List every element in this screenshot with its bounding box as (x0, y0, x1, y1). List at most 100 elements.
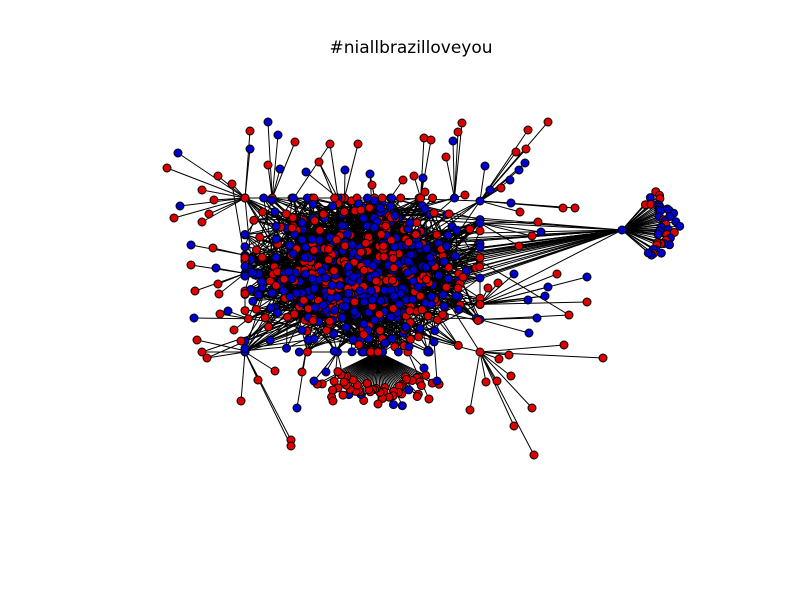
graph-node (475, 273, 485, 283)
graph-node (598, 353, 608, 363)
graph-node (337, 221, 347, 231)
graph-node (362, 378, 372, 388)
graph-node (197, 347, 207, 357)
graph-node (570, 203, 580, 213)
graph-node (297, 235, 307, 245)
graph-node (310, 216, 320, 226)
graph-node (248, 296, 258, 306)
graph-node (240, 230, 250, 239)
graph-edge (479, 286, 549, 305)
graph-edge (479, 222, 533, 237)
graph-node (349, 272, 359, 282)
graph-node (475, 262, 485, 272)
graph-node (413, 282, 423, 292)
graph-node (465, 405, 475, 415)
graph-node (297, 218, 307, 228)
graph-node (341, 322, 351, 332)
graph-node (240, 253, 250, 263)
graph-node (253, 375, 263, 385)
graph-node (514, 241, 524, 251)
graph-node (373, 347, 383, 357)
graph-edge (244, 148, 251, 199)
graph-node (344, 288, 354, 298)
graph-node (381, 221, 391, 231)
graph-node (417, 305, 427, 315)
graph-edge (479, 299, 529, 305)
graph-node (388, 304, 398, 313)
graph-edge (479, 351, 535, 456)
graph-node (287, 274, 297, 284)
graph-node (415, 324, 425, 333)
graph-node (327, 280, 337, 290)
graph-node (236, 396, 246, 406)
graph-node (208, 243, 218, 253)
graph-node (404, 342, 414, 352)
graph-node (186, 240, 196, 250)
graph-node (529, 450, 539, 460)
graph-node (190, 286, 200, 296)
graph-edge (420, 137, 425, 199)
graph-edge (469, 351, 481, 411)
graph-node (422, 275, 431, 284)
graph-node (505, 175, 515, 185)
graph-node (288, 249, 298, 259)
graph-node (457, 118, 467, 128)
graph-node (416, 193, 426, 203)
graph-node (434, 270, 444, 280)
graph-node (272, 267, 282, 277)
graph-node (253, 290, 263, 300)
graph-edge (479, 351, 512, 377)
graph-node (401, 322, 411, 332)
graph-node (415, 291, 425, 301)
graph-edge (193, 317, 249, 320)
graph-node (325, 316, 335, 326)
graph-node (375, 203, 385, 213)
graph-node (643, 248, 653, 258)
graph-node (506, 371, 516, 381)
graph-node (264, 322, 273, 332)
graph-edge (479, 200, 521, 213)
graph-edge (479, 165, 486, 202)
graph-node (442, 241, 452, 251)
graph-node (511, 147, 521, 157)
graph-node (387, 334, 397, 344)
graph-node (356, 247, 366, 257)
graph-edge (454, 131, 459, 199)
graph-node (552, 269, 562, 279)
graph-node (386, 235, 396, 245)
graph-node (290, 137, 300, 147)
graph-node (292, 403, 302, 413)
graph-node (271, 253, 281, 262)
graph-node (340, 165, 350, 175)
graph-node (300, 252, 310, 262)
graph-node (332, 292, 342, 302)
graph-node (213, 279, 223, 289)
graph-node (441, 282, 451, 292)
graph-node (452, 225, 462, 235)
graph-edge (267, 121, 273, 199)
graph-node (559, 340, 569, 350)
graph-node (458, 272, 468, 282)
graph-node (366, 286, 376, 296)
graph-node (420, 187, 430, 197)
graph-node (323, 255, 333, 265)
graph-edge (445, 156, 455, 199)
graph-node (443, 274, 453, 284)
graph-node (192, 335, 202, 345)
graph-node (388, 254, 398, 263)
graph-node (271, 281, 281, 290)
graph-node (523, 295, 533, 305)
graph-node (375, 326, 385, 336)
graph-node (451, 251, 460, 261)
graph-node (385, 201, 395, 211)
graph-edge (215, 267, 246, 274)
graph-edge (479, 221, 539, 224)
graph-edge (201, 189, 246, 199)
graph-node (543, 117, 553, 127)
graph-node (259, 193, 269, 203)
graph-node (404, 385, 414, 395)
graph-node (444, 209, 454, 219)
graph-node (408, 276, 418, 286)
graph-edge (177, 152, 246, 199)
graph-node (211, 263, 221, 273)
